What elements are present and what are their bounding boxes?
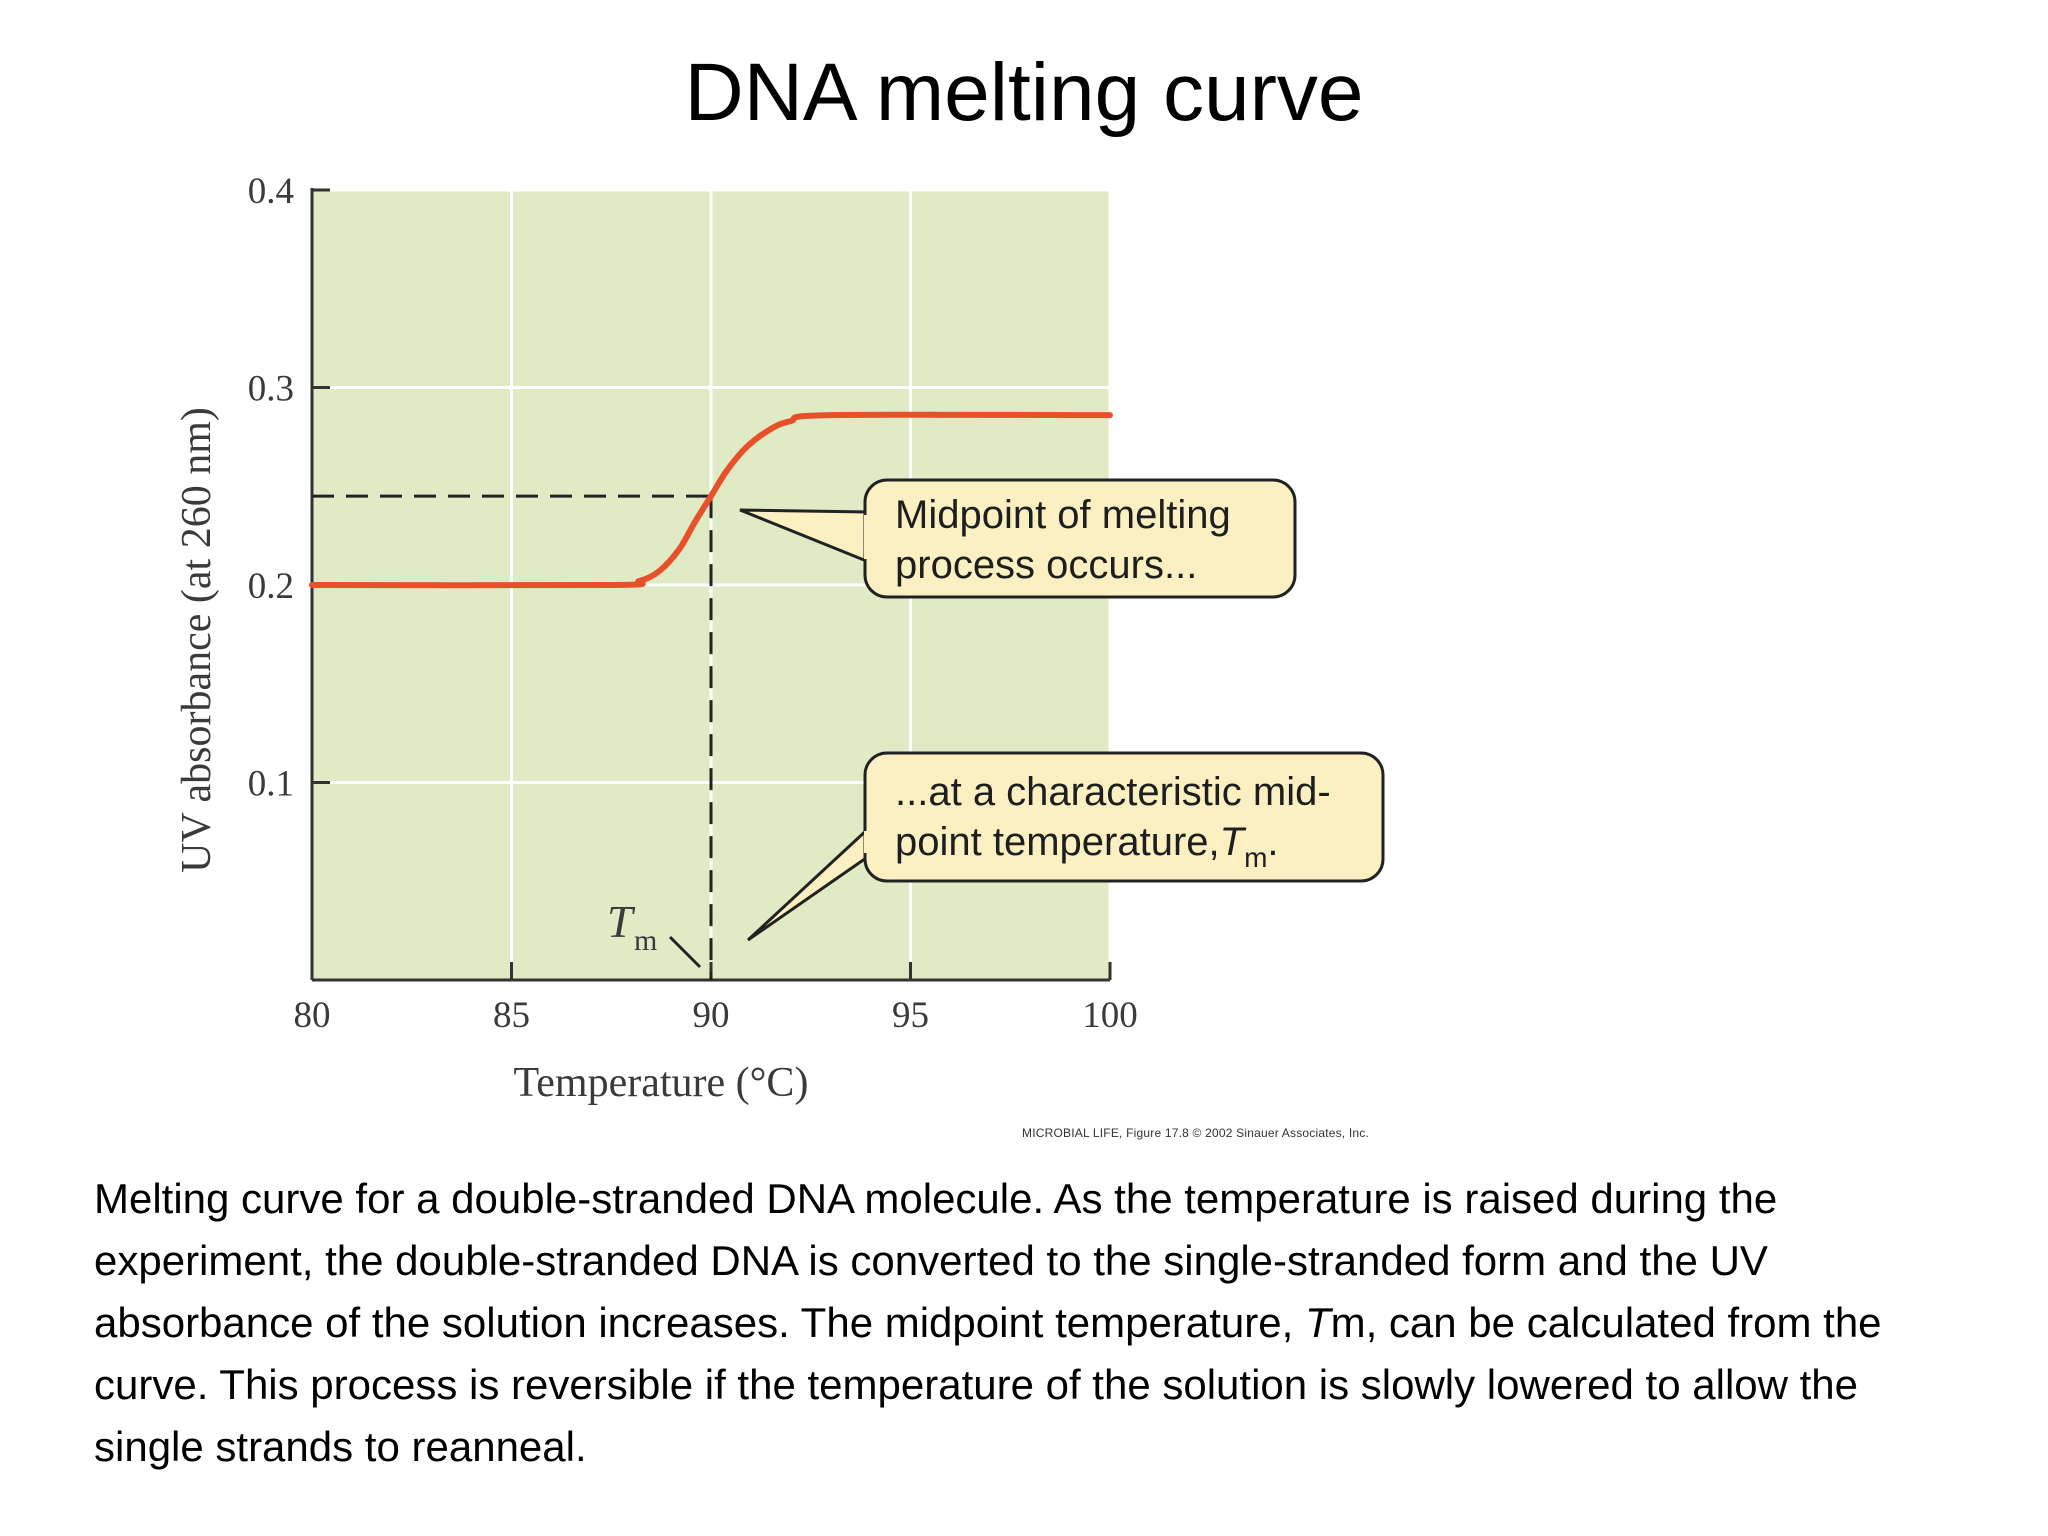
- callout-2-text-line: ...at a characteristic mid-: [895, 770, 1331, 814]
- series-layer: [309, 411, 1113, 589]
- tm-axis-label-subscript: m: [634, 924, 657, 957]
- caption-part-1: Melting curve for a double-stranded DNA …: [94, 1175, 1778, 1346]
- x-tick-label: 80: [294, 995, 331, 1036]
- caption-tm-italic: T: [1304, 1299, 1331, 1346]
- tick-labels: 80 85 90 95 100 0.1 0.2 0.3 0.4: [248, 171, 1138, 1036]
- callout-1-text-line: Midpoint of melting: [895, 493, 1231, 537]
- y-tick-label: 0.4: [248, 171, 294, 212]
- caption-part-2: m, can be calculated from the curve. Thi…: [94, 1299, 1882, 1470]
- y-tick-label: 0.1: [248, 764, 294, 805]
- melting-curve: [309, 411, 1113, 589]
- tm-axis-label: T: [607, 896, 636, 947]
- figure-credit: MICROBIAL LIFE, Figure 17.8 © 2002 Sinau…: [1022, 1126, 1370, 1140]
- callout-2-box: [863, 751, 1385, 883]
- x-tick-label: 90: [693, 995, 730, 1036]
- callout-2-pointer: [746, 826, 871, 942]
- midpoint-guides: [312, 494, 713, 980]
- y-axis-label: UV absorbance (at 260 nm): [174, 407, 220, 873]
- y-tick-label: 0.3: [248, 369, 294, 410]
- callout-1-text-line: process occurs...: [895, 543, 1197, 587]
- callout-1-pointer: [739, 508, 870, 564]
- x-tick-label: 95: [892, 995, 929, 1036]
- x-tick-label: 85: [493, 995, 530, 1036]
- tm-pointer-line: [668, 935, 702, 969]
- callout-2-tm-sub: m: [1244, 842, 1267, 873]
- slide-title: DNA melting curve: [684, 47, 1364, 138]
- callout-2-tm-main: T: [1220, 820, 1247, 864]
- caption: Melting curve for a double-stranded DNA …: [94, 1168, 1974, 1478]
- y-tick-label: 0.2: [248, 566, 294, 607]
- callout-2-tm-suffix: .: [1267, 820, 1278, 864]
- x-axis-label: Temperature (°C): [514, 1060, 809, 1106]
- x-tick-label: 100: [1082, 995, 1138, 1036]
